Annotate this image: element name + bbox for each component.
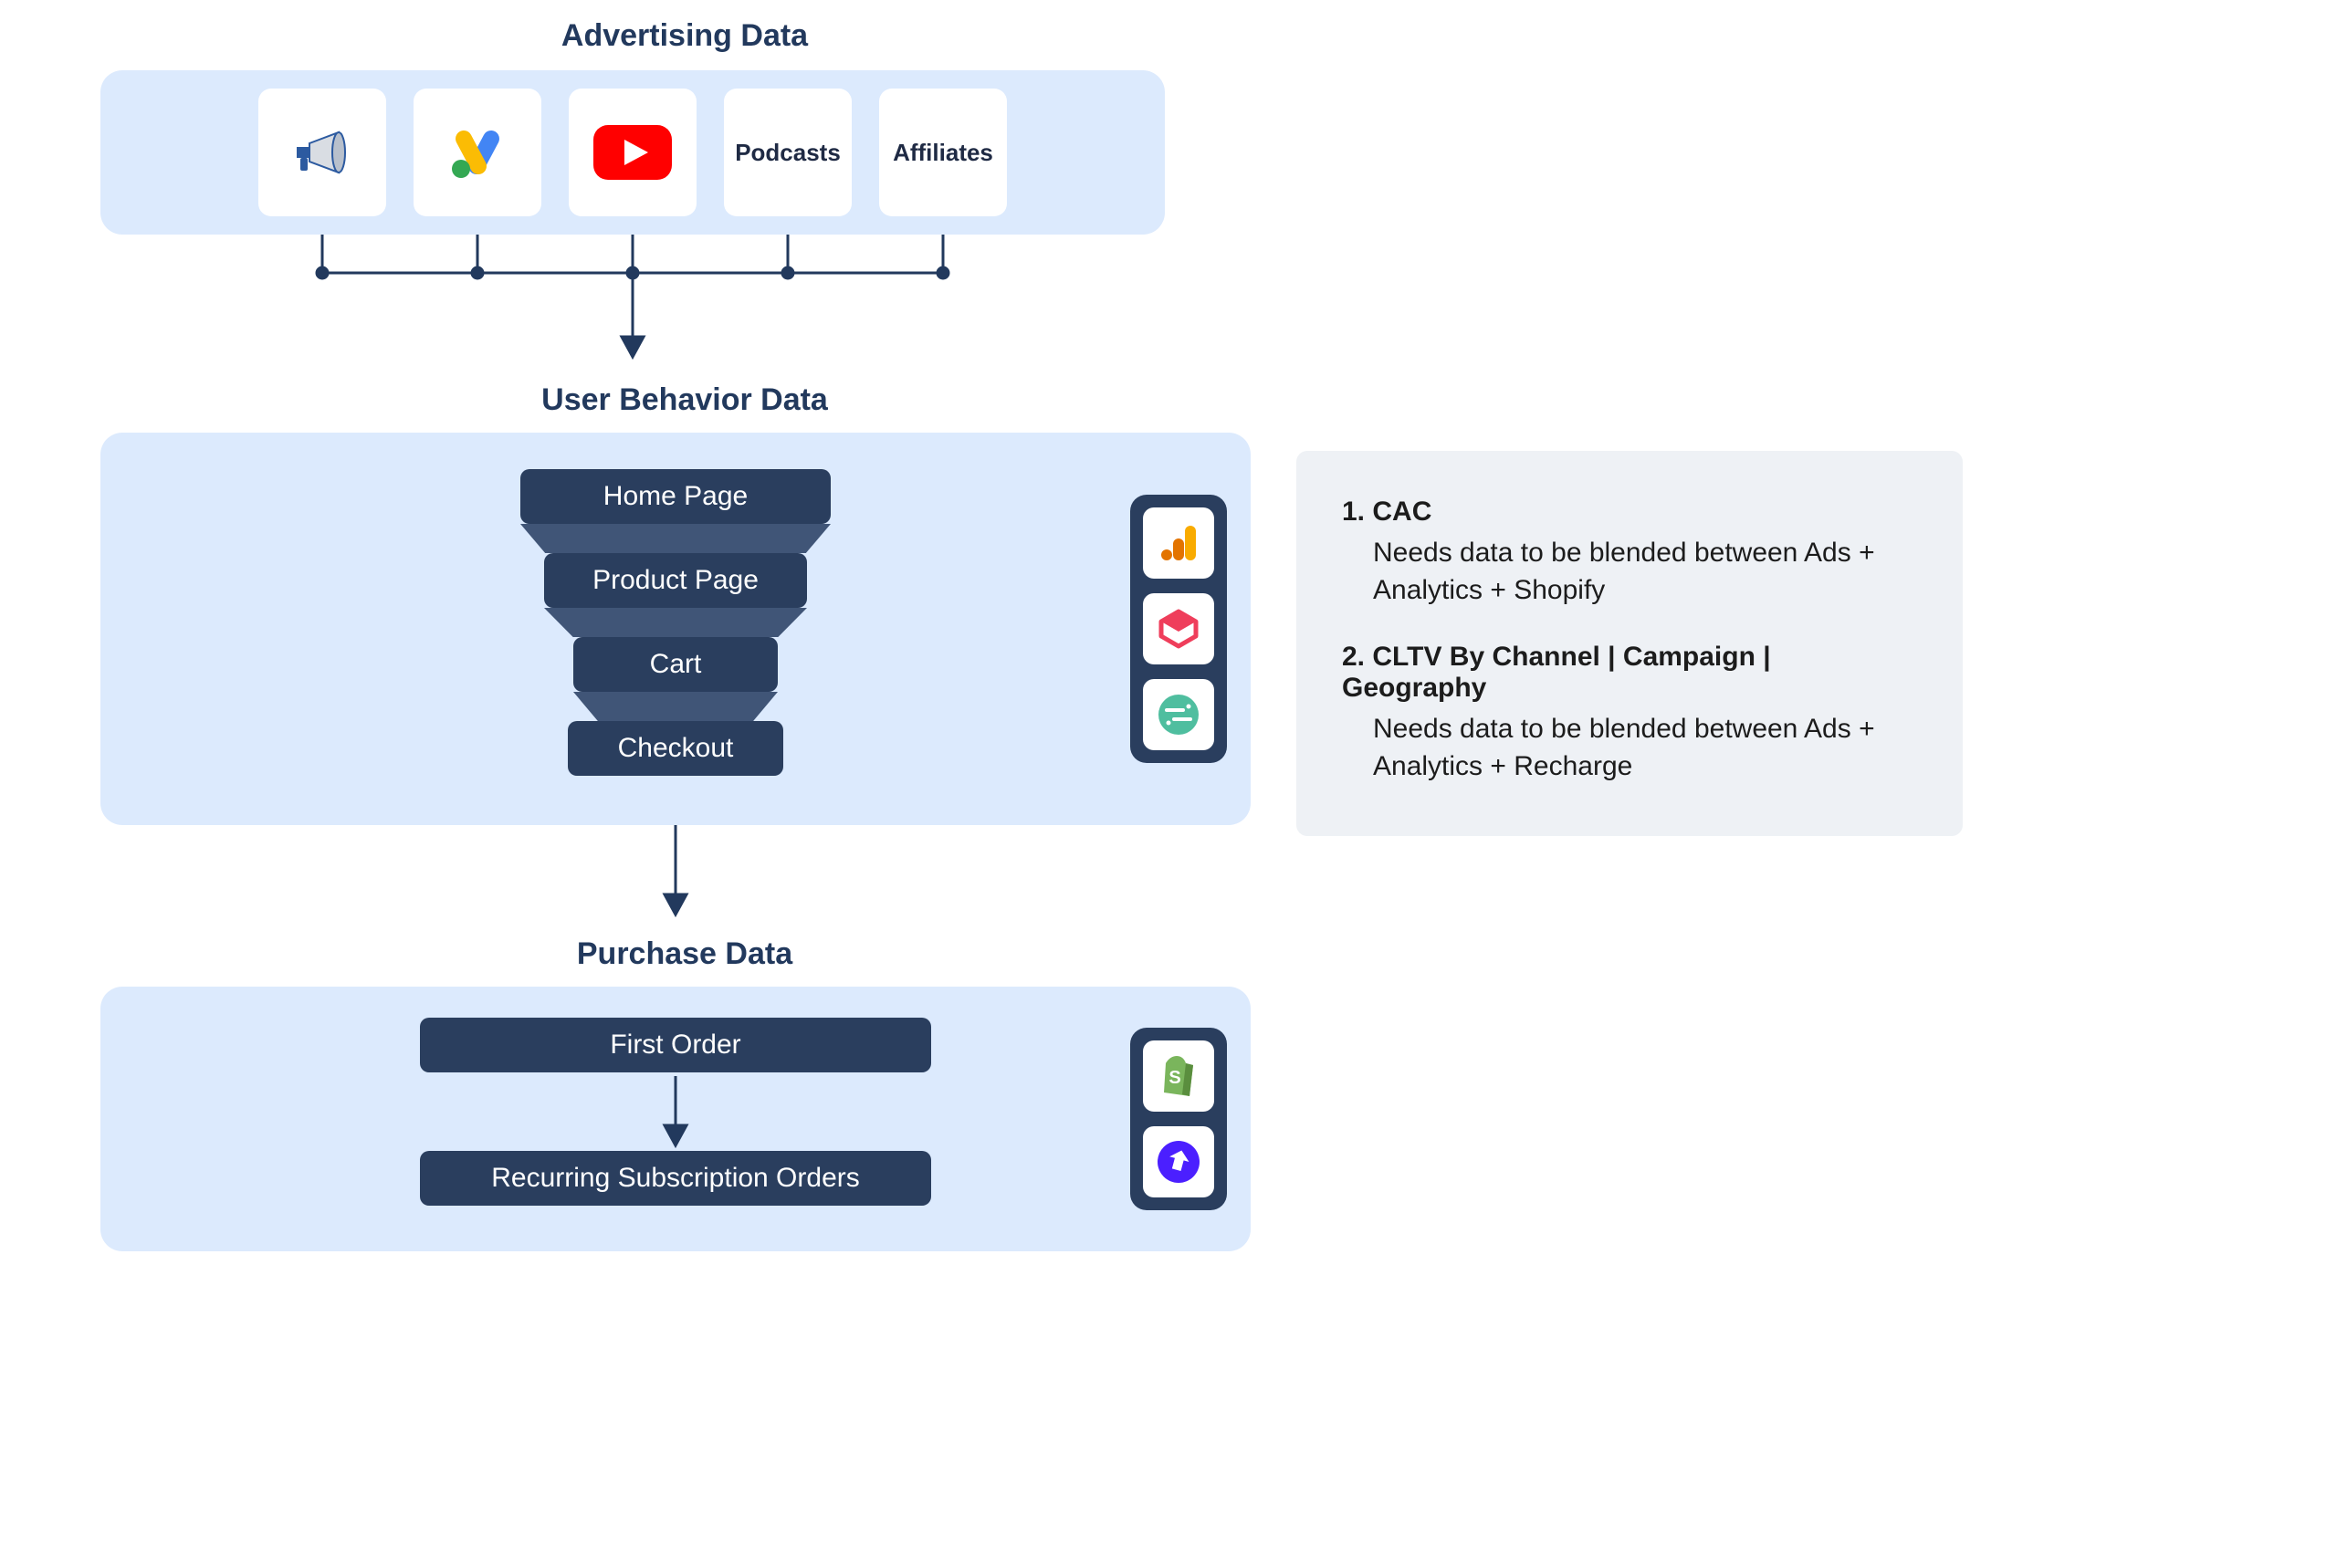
purchase-tools-rail: S	[1130, 1028, 1227, 1210]
info-num: 2.	[1342, 642, 1365, 672]
info-title: CLTV By Channel | Campaign | Geography	[1342, 642, 1771, 703]
purchase-step-recurring: Recurring Subscription Orders	[420, 1151, 931, 1206]
heap-tile	[1143, 593, 1214, 664]
podcasts-label: Podcasts	[735, 139, 841, 167]
funnel-step-product: Product Page	[544, 553, 807, 608]
info-item-cac: 1. CAC Needs data to be blended between …	[1342, 497, 1917, 609]
user-behavior-panel: Home Page Product Page Cart Checkout	[100, 433, 1251, 825]
purchase-step-first-order: First Order	[420, 1018, 931, 1072]
purchase-inner-arrow	[657, 1072, 694, 1151]
funnel-connector	[573, 692, 778, 721]
info-num: 1.	[1342, 497, 1365, 527]
funnel: Home Page Product Page Cart Checkout	[438, 469, 913, 776]
info-title: CAC	[1372, 497, 1431, 527]
shopify-tile: S	[1143, 1040, 1214, 1112]
google-ads-tile	[414, 89, 541, 216]
funnel-step-home: Home Page	[520, 469, 831, 524]
info-body: Needs data to be blended between Ads + A…	[1342, 711, 1917, 785]
user-behavior-tools-rail	[1130, 495, 1227, 763]
advertising-title: Advertising Data	[502, 18, 867, 54]
advertising-panel: Podcasts Affiliates	[100, 70, 1165, 235]
google-analytics-tile	[1143, 507, 1214, 579]
shopify-icon: S	[1157, 1052, 1200, 1100]
funnel-step-cart: Cart	[573, 637, 778, 692]
megaphone-icon	[288, 118, 357, 187]
google-analytics-icon	[1158, 522, 1200, 564]
user-behavior-title: User Behavior Data	[502, 382, 867, 418]
podcasts-tile: Podcasts	[724, 89, 852, 216]
funnel-connector	[544, 608, 807, 637]
segment-tile	[1143, 679, 1214, 750]
funnel-step-checkout: Checkout	[568, 721, 783, 776]
svg-text:S: S	[1168, 1068, 1180, 1088]
advertising-connector	[100, 235, 1165, 371]
segment-icon	[1156, 692, 1201, 737]
purchase-title: Purchase Data	[502, 936, 867, 972]
google-ads-icon	[443, 118, 512, 187]
info-body: Needs data to be blended between Ads + A…	[1342, 535, 1917, 609]
youtube-icon	[592, 123, 674, 182]
funnel-connector	[520, 524, 831, 553]
megaphone-tile	[258, 89, 386, 216]
ub-to-purchase-arrow	[100, 825, 1251, 925]
info-item-cltv: 2. CLTV By Channel | Campaign | Geograph…	[1342, 642, 1917, 785]
recharge-icon	[1156, 1139, 1201, 1185]
heap-icon	[1156, 606, 1201, 652]
info-sidebar: 1. CAC Needs data to be blended between …	[1296, 451, 1963, 836]
youtube-tile	[569, 89, 697, 216]
recharge-tile	[1143, 1126, 1214, 1197]
affiliates-label: Affiliates	[893, 139, 993, 167]
purchase-panel: First Order Recurring Subscription Order…	[100, 987, 1251, 1251]
affiliates-tile: Affiliates	[879, 89, 1007, 216]
